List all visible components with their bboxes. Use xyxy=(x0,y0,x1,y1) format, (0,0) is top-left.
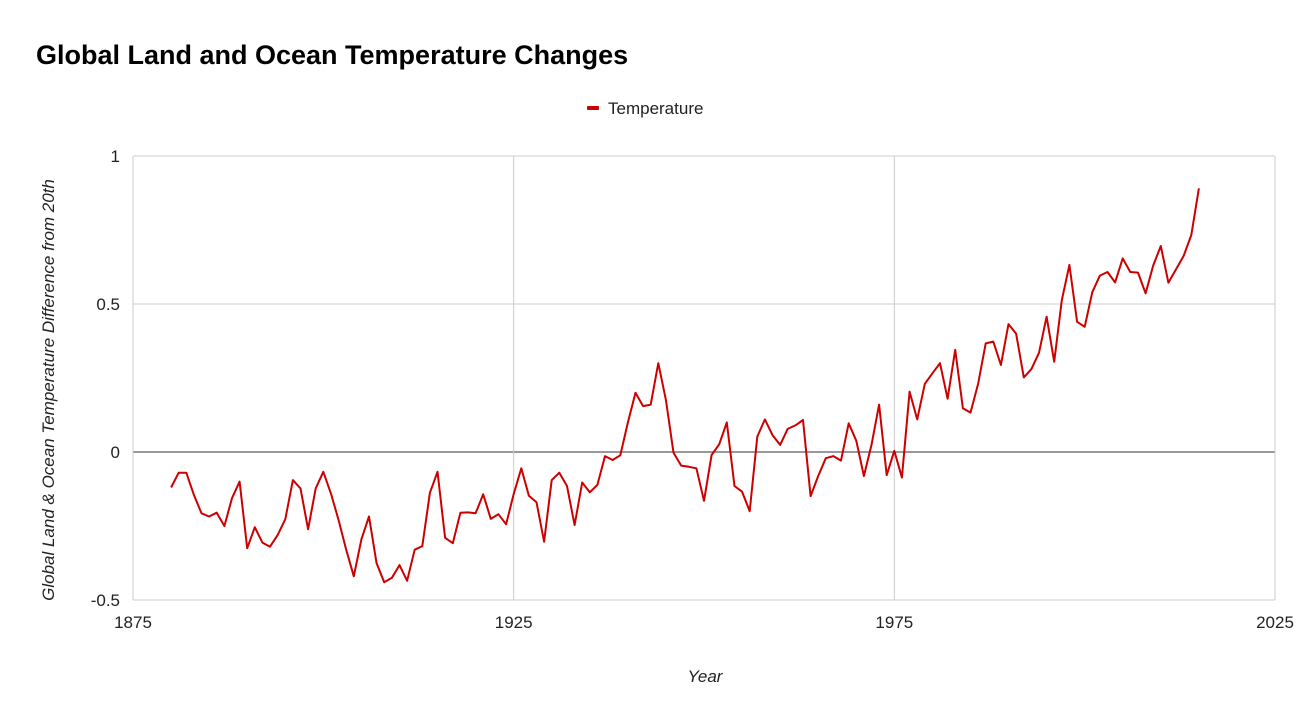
x-tick-label: 1975 xyxy=(875,613,913,632)
legend-swatch-temperature xyxy=(587,106,599,110)
x-tick-label: 1925 xyxy=(495,613,533,632)
legend-label-temperature: Temperature xyxy=(608,99,703,118)
y-axis-ticks: 1 0.5 0 -0.5 xyxy=(91,147,120,610)
y-tick-label: 0.5 xyxy=(96,295,120,314)
x-tick-label: 2025 xyxy=(1256,613,1294,632)
legend: Temperature xyxy=(587,99,703,118)
y-tick-label: 1 xyxy=(111,147,120,166)
y-tick-label: 0 xyxy=(111,443,120,462)
x-tick-label: 1875 xyxy=(114,613,152,632)
y-axis-label: Global Land & Ocean Temperature Differen… xyxy=(39,179,58,601)
y-tick-label: -0.5 xyxy=(91,591,120,610)
x-axis-ticks: 1875 1925 1975 2025 xyxy=(114,613,1294,632)
series-line-temperature xyxy=(170,188,1200,584)
gridlines xyxy=(132,155,1276,601)
chart-title: Global Land and Ocean Temperature Change… xyxy=(36,40,628,70)
series-temperature xyxy=(170,188,1200,584)
x-axis-label: Year xyxy=(688,667,724,686)
